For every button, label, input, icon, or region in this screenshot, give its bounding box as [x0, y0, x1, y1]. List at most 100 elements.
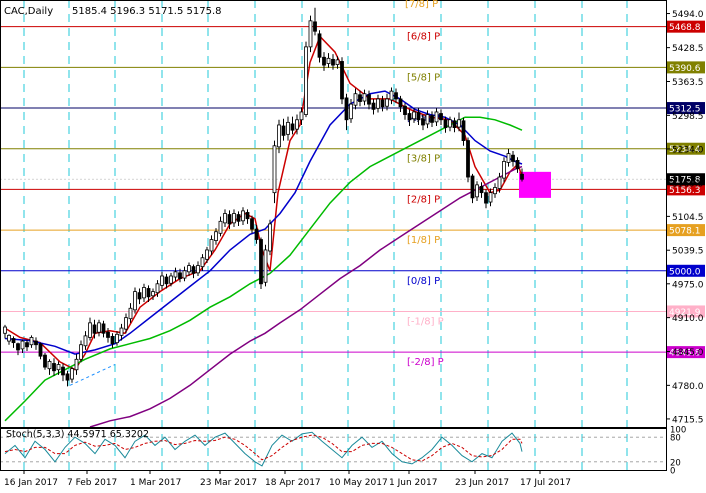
- candle-body: [511, 154, 515, 162]
- y-tick-label: 5363.5: [672, 78, 704, 88]
- candle-body: [146, 288, 151, 298]
- candle-body: [34, 340, 38, 346]
- candle-body: [263, 249, 268, 283]
- stoch-signal-line: [4, 434, 523, 462]
- candle-body: [358, 94, 362, 102]
- candle-body: [209, 239, 214, 252]
- trend-line: [69, 364, 116, 386]
- candle-body: [403, 105, 407, 115]
- candle-body: [322, 56, 326, 66]
- ohlc-readout: 5185.4 5196.3 5171.5 5175.8: [72, 6, 222, 17]
- y-tick-label: 5104.5: [672, 213, 704, 223]
- candlesticks: [3, 7, 524, 387]
- current-price-tag: [667, 173, 705, 186]
- candle-body: [115, 333, 119, 344]
- candle-body: [218, 220, 223, 234]
- candle-body: [223, 213, 227, 224]
- murrey-level-label: [0/8] P: [407, 276, 440, 287]
- candle-body: [155, 283, 160, 294]
- candle-body: [353, 93, 358, 106]
- candle-body: [277, 124, 281, 148]
- candle-body: [340, 61, 344, 100]
- candle-body: [484, 192, 488, 204]
- candle-body: [250, 218, 254, 230]
- candle-body: [227, 214, 232, 225]
- murrey-price-text: 5390.6: [669, 64, 701, 74]
- candle-body: [196, 265, 200, 274]
- candle-body: [178, 272, 182, 279]
- murrey-price-tag: [667, 264, 705, 277]
- candle-body: [200, 257, 205, 268]
- candle-body: [376, 98, 380, 109]
- candle-body: [520, 173, 524, 180]
- murrey-level-label: [5/8] P: [407, 72, 440, 83]
- candle-body: [214, 231, 218, 241]
- murrey-price-tag: [667, 20, 705, 33]
- target-zone-box: [519, 171, 551, 198]
- x-tick-label: 23 Mar 2017: [200, 478, 257, 488]
- candle-body: [448, 119, 452, 128]
- candle-body: [254, 228, 259, 240]
- x-tick-label: 18 Apr 2017: [265, 478, 321, 488]
- candle-body: [3, 326, 7, 334]
- candle-body: [367, 94, 371, 105]
- candle-body: [187, 265, 191, 273]
- candle-body: [493, 187, 497, 195]
- candle-body: [466, 140, 470, 178]
- x-tick-label: 16 Jan 2017: [4, 478, 58, 488]
- murrey-price-tag: [667, 142, 705, 155]
- murrey-price-text: 4843.8: [669, 349, 701, 359]
- candle-body: [479, 186, 484, 194]
- candle-body: [110, 335, 115, 345]
- candle-body: [191, 266, 196, 274]
- candle-body: [241, 210, 245, 222]
- candle-body: [164, 276, 169, 285]
- candle-body: [142, 287, 146, 299]
- murrey-price-tag: [667, 305, 705, 318]
- candle-body: [47, 360, 52, 370]
- candle-body: [317, 33, 322, 58]
- candle-body: [11, 338, 16, 344]
- murrey-level-label: [-1/8] P: [407, 316, 444, 327]
- candle-body: [128, 307, 133, 320]
- candle-body: [407, 113, 412, 121]
- murrey-price-tag: [667, 61, 705, 74]
- candle-body: [56, 364, 61, 371]
- y-tick-label: 5428.5: [672, 44, 704, 54]
- candle-body: [137, 292, 142, 300]
- candle-body: [290, 123, 295, 131]
- candle-body: [380, 99, 385, 108]
- candle-body: [452, 120, 457, 128]
- candle-body: [88, 322, 92, 338]
- candle-body: [106, 331, 110, 338]
- y-tick-label: 4910.0: [672, 314, 704, 324]
- candle-body: [421, 118, 425, 126]
- stoch-plot-frame: [0, 428, 667, 471]
- candle-body: [124, 317, 128, 330]
- candle-body: [515, 159, 520, 170]
- candle-body: [16, 343, 20, 351]
- candle-body: [349, 103, 353, 120]
- candle-body: [286, 121, 290, 135]
- candle-body: [394, 92, 398, 100]
- candle-body: [151, 291, 155, 297]
- murrey-level-label: [1/8] P: [407, 235, 440, 246]
- moving-average-line: [89, 165, 523, 428]
- candle-body: [313, 21, 317, 32]
- candle-body: [416, 112, 421, 121]
- candle-body: [439, 113, 443, 121]
- stoch-main-line: [4, 431, 523, 467]
- candle-body: [344, 97, 349, 121]
- x-tick-label: 10 May 2017: [329, 478, 388, 488]
- chart-title: CAC,Daily: [4, 6, 53, 17]
- candle-body: [182, 270, 187, 279]
- candle-body: [331, 58, 335, 66]
- candle-body: [70, 368, 74, 380]
- murrey-price-text: 5312.5: [669, 105, 701, 115]
- candle-body: [470, 175, 475, 199]
- x-tick-label: 1 Mar 2017: [130, 478, 181, 488]
- candle-body: [83, 335, 88, 347]
- murrey-level-label: [2/8] P: [407, 194, 440, 205]
